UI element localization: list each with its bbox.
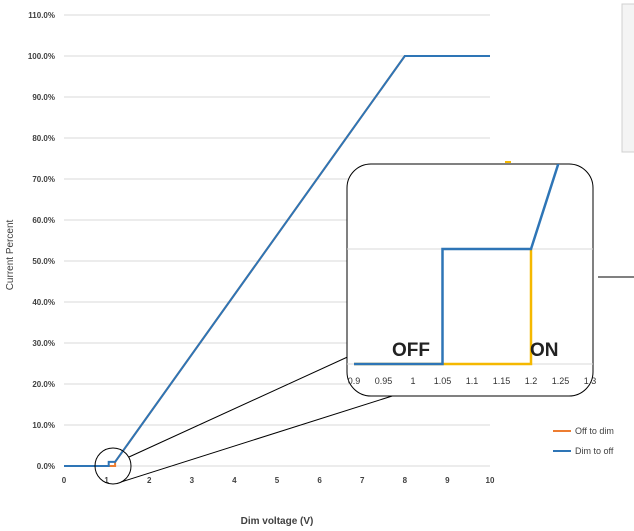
x-tick-label: 1 <box>104 476 109 485</box>
x-tick-label: 8 <box>403 476 408 485</box>
background-panel <box>621 3 634 153</box>
legend-label-dim-to-off: Dim to off <box>575 446 614 456</box>
inset-chart: 0.9 0.95 1 1.05 1.1 1.15 1.2 1.25 1.3 OFF ON <box>346 163 597 397</box>
series-line-dim-to-off <box>64 55 490 467</box>
legend-label-off-to-dim: Off to dim <box>575 426 614 436</box>
inset-x-tick-label: 1.2 <box>525 376 538 386</box>
y-tick-label: 30.0% <box>32 339 55 348</box>
x-tick-label: 2 <box>147 476 152 485</box>
x-tick-label: 7 <box>360 476 365 485</box>
y-tick-label: 50.0% <box>32 257 55 266</box>
y-tick-label: 20.0% <box>32 380 55 389</box>
x-tick-label: 3 <box>190 476 195 485</box>
x-tick-label: 9 <box>445 476 450 485</box>
inset-label-on: ON <box>530 340 559 361</box>
legend: Off to dim Dim to off <box>553 426 614 456</box>
inset-x-tick-label: 1.05 <box>434 376 452 386</box>
inset-x-tick-label: 1.3 <box>584 376 597 386</box>
inset-series <box>354 164 562 366</box>
inset-x-tick-label: 0.95 <box>375 376 393 386</box>
y-tick-label: 40.0% <box>32 298 55 307</box>
inset-x-tick-label: 1 <box>410 376 415 386</box>
inset-label-off: OFF <box>392 340 430 361</box>
gridlines <box>64 14 490 467</box>
inset-frame <box>346 163 594 397</box>
y-tick-label: 100.0% <box>28 52 55 61</box>
y-tick-label: 10.0% <box>32 421 55 430</box>
x-tick-label: 4 <box>232 476 237 485</box>
inset-x-ticks: 0.9 0.95 1 1.05 1.1 1.15 1.2 1.25 1.3 <box>348 376 597 386</box>
x-tick-label: 5 <box>275 476 280 485</box>
main-series <box>64 55 490 467</box>
y-tick-label: 60.0% <box>32 216 55 225</box>
orange-marker-fragment <box>505 161 511 163</box>
y-tick-label: 0.0% <box>37 462 55 471</box>
x-axis-ticks: 0 1 2 3 4 5 6 7 8 9 10 <box>62 476 495 485</box>
x-tick-label: 10 <box>486 476 495 485</box>
zoom-connector-upper <box>128 348 366 458</box>
inset-x-tick-label: 1.15 <box>493 376 511 386</box>
y-tick-label: 80.0% <box>32 134 55 143</box>
x-tick-label: 6 <box>317 476 322 485</box>
y-axis-ticks: 0.0% 10.0% 20.0% 30.0% 40.0% 50.0% 60.0% 70.0% 8… <box>28 11 55 471</box>
inset-x-tick-label: 0.9 <box>348 376 361 386</box>
inset-series-blue <box>354 164 562 366</box>
y-tick-label: 90.0% <box>32 93 55 102</box>
y-tick-label: 110.0% <box>28 11 55 20</box>
y-tick-label: 70.0% <box>32 175 55 184</box>
zoom-connector-lower <box>120 390 409 483</box>
inset-x-tick-label: 1.1 <box>466 376 479 386</box>
zoom-circle <box>94 447 132 485</box>
y-axis-title: Current Percent <box>5 219 16 290</box>
inset-x-tick-label: 1.25 <box>552 376 570 386</box>
x-axis-title: Dim voltage (V) <box>241 516 314 527</box>
x-tick-label: 0 <box>62 476 67 485</box>
